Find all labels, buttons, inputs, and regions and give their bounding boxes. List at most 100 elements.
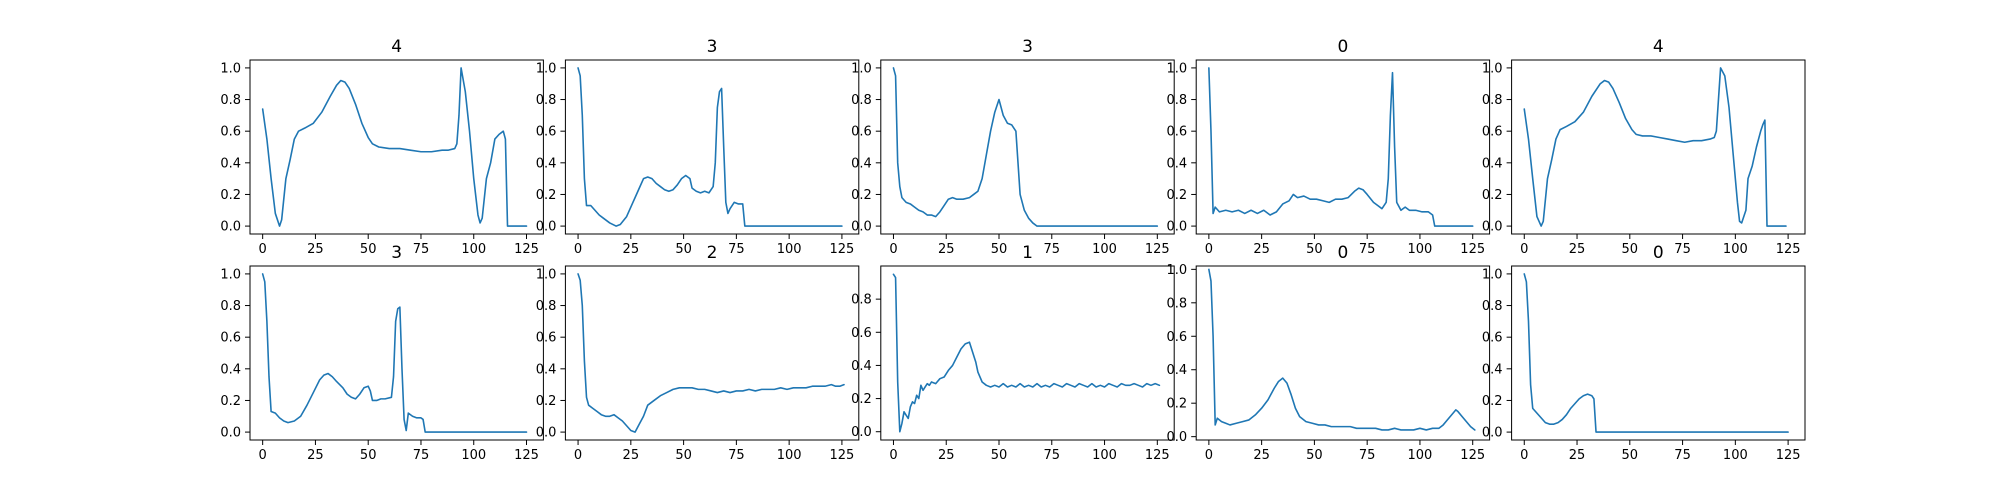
x-tick-label: 50 [1622,448,1639,463]
series-line [892,273,1161,433]
x-tick-label: 0 [1205,448,1213,463]
x-tick-label: 25 [307,448,324,463]
plot-frame [1511,265,1806,441]
y-tick-label: 0.0 [536,220,557,235]
subplot-8: 0 0 25 50 75 100 125 0.0 0.2 0.4 0.6 0.8 1.0 [1167,243,1491,463]
y-tick-label: 0.0 [220,426,241,441]
series-line [892,67,1159,227]
y-tick-label: 0.4 [1482,362,1503,377]
x-tick-label: 75 [1674,242,1691,257]
x-tick-label: 0 [259,448,267,463]
y-tick-label: 0.8 [1167,296,1188,311]
subplot-9: 0 0 25 50 75 100 125 0.0 0.2 0.4 0.6 0.8 1.0 [1482,243,1806,463]
x-tick-label: 25 [1253,242,1270,257]
x-tick-label: 25 [1569,242,1586,257]
y-tick-label: 0.4 [220,362,241,377]
y-tick-label: 0.4 [851,156,872,171]
subplot-title: 3 [707,37,718,57]
y-tick-label: 0.6 [536,331,557,346]
plot-frame [249,59,544,235]
plot-frame [564,59,860,235]
x-tick-label: 50 [1622,242,1639,257]
x-tick-label: 50 [675,242,692,257]
x-tick-label: 0 [574,242,582,257]
y-tick-label: 0.2 [536,394,557,409]
x-tick-label: 0 [1520,448,1528,463]
y-tick-label: 0.0 [1167,220,1188,235]
x-tick-label: 25 [1569,448,1586,463]
subplot-title: 3 [391,243,402,263]
x-tick-label: 0 [889,242,897,257]
x-tick-label: 75 [1044,448,1061,463]
x-tick-label: 25 [938,448,955,463]
x-tick-label: 0 [259,242,267,257]
x-tick-label: 75 [1674,448,1691,463]
series-line [1523,273,1789,433]
y-tick-label: 0.8 [851,293,872,308]
y-tick-label: 0.4 [536,156,557,171]
x-tick-label: 125 [1145,448,1170,463]
plot-frame [1195,59,1491,235]
plot-frame [249,265,544,441]
y-tick-label: 0.8 [536,299,557,314]
series-line [1208,268,1476,431]
x-tick-label: 50 [360,242,377,257]
subplot-4: 4 0 25 50 75 100 125 0.0 0.2 0.4 0.6 0.8 1.0 [1482,37,1806,257]
y-tick-label: 1.0 [536,267,557,282]
x-tick-label: 100 [1092,242,1117,257]
x-tick-label: 75 [1359,242,1376,257]
x-tick-label: 125 [829,448,854,463]
y-tick-label: 0.0 [851,220,872,235]
x-tick-label: 75 [413,448,430,463]
x-tick-label: 50 [1306,448,1323,463]
y-tick-label: 0.0 [851,425,872,440]
x-tick-label: 100 [1723,448,1748,463]
y-tick-label: 0.0 [220,220,241,235]
series-line [1523,67,1787,227]
y-tick-label: 0.2 [220,394,241,409]
y-tick-label: 0.8 [1482,93,1503,108]
y-tick-label: 0.0 [536,426,557,441]
subplot-title: 0 [1653,243,1664,263]
x-tick-label: 100 [1408,242,1433,257]
subplot-3: 0 0 25 50 75 100 125 0.0 0.2 0.4 0.6 0.8 1.0 [1167,37,1491,257]
y-tick-label: 0.6 [220,125,241,140]
x-tick-label: 100 [777,242,802,257]
y-tick-label: 1.0 [1482,61,1503,76]
y-tick-label: 1.0 [851,61,872,76]
x-tick-label: 100 [1092,448,1117,463]
y-tick-label: 1.0 [536,61,557,76]
y-tick-label: 0.2 [220,188,241,203]
x-tick-label: 50 [675,448,692,463]
x-tick-label: 0 [1520,242,1528,257]
x-tick-label: 100 [1723,242,1748,257]
y-tick-label: 0.4 [1482,156,1503,171]
subplot-title: 3 [1022,37,1033,57]
y-tick-label: 0.2 [851,392,872,407]
x-tick-label: 0 [574,448,582,463]
y-tick-label: 0.2 [1167,188,1188,203]
subplot-1: 3 0 25 50 75 100 125 0.0 0.2 0.4 0.6 0.8 1.0 [536,37,860,257]
x-tick-label: 50 [991,242,1008,257]
x-tick-label: 25 [623,448,640,463]
x-tick-label: 75 [1044,242,1061,257]
subplot-0: 4 0 25 50 75 100 125 0.0 0.2 0.4 0.6 0.8 1.0 [220,37,544,257]
y-tick-label: 0.2 [851,188,872,203]
x-tick-label: 75 [728,242,745,257]
x-tick-label: 125 [514,242,539,257]
subplot-title: 0 [1337,37,1348,57]
y-tick-label: 0.4 [1167,156,1188,171]
y-tick-label: 0.2 [1482,188,1503,203]
y-tick-label: 0.8 [1167,93,1188,108]
x-tick-label: 50 [360,448,377,463]
x-tick-label: 50 [1306,242,1323,257]
plot-frame [1195,265,1491,441]
y-tick-label: 0.6 [1167,125,1188,140]
y-tick-label: 0.8 [220,93,241,108]
y-tick-label: 0.2 [536,188,557,203]
y-tick-label: 0.6 [1482,331,1503,346]
subplot-title: 1 [1022,243,1033,263]
y-tick-label: 0.6 [851,125,872,140]
x-tick-label: 25 [623,242,640,257]
